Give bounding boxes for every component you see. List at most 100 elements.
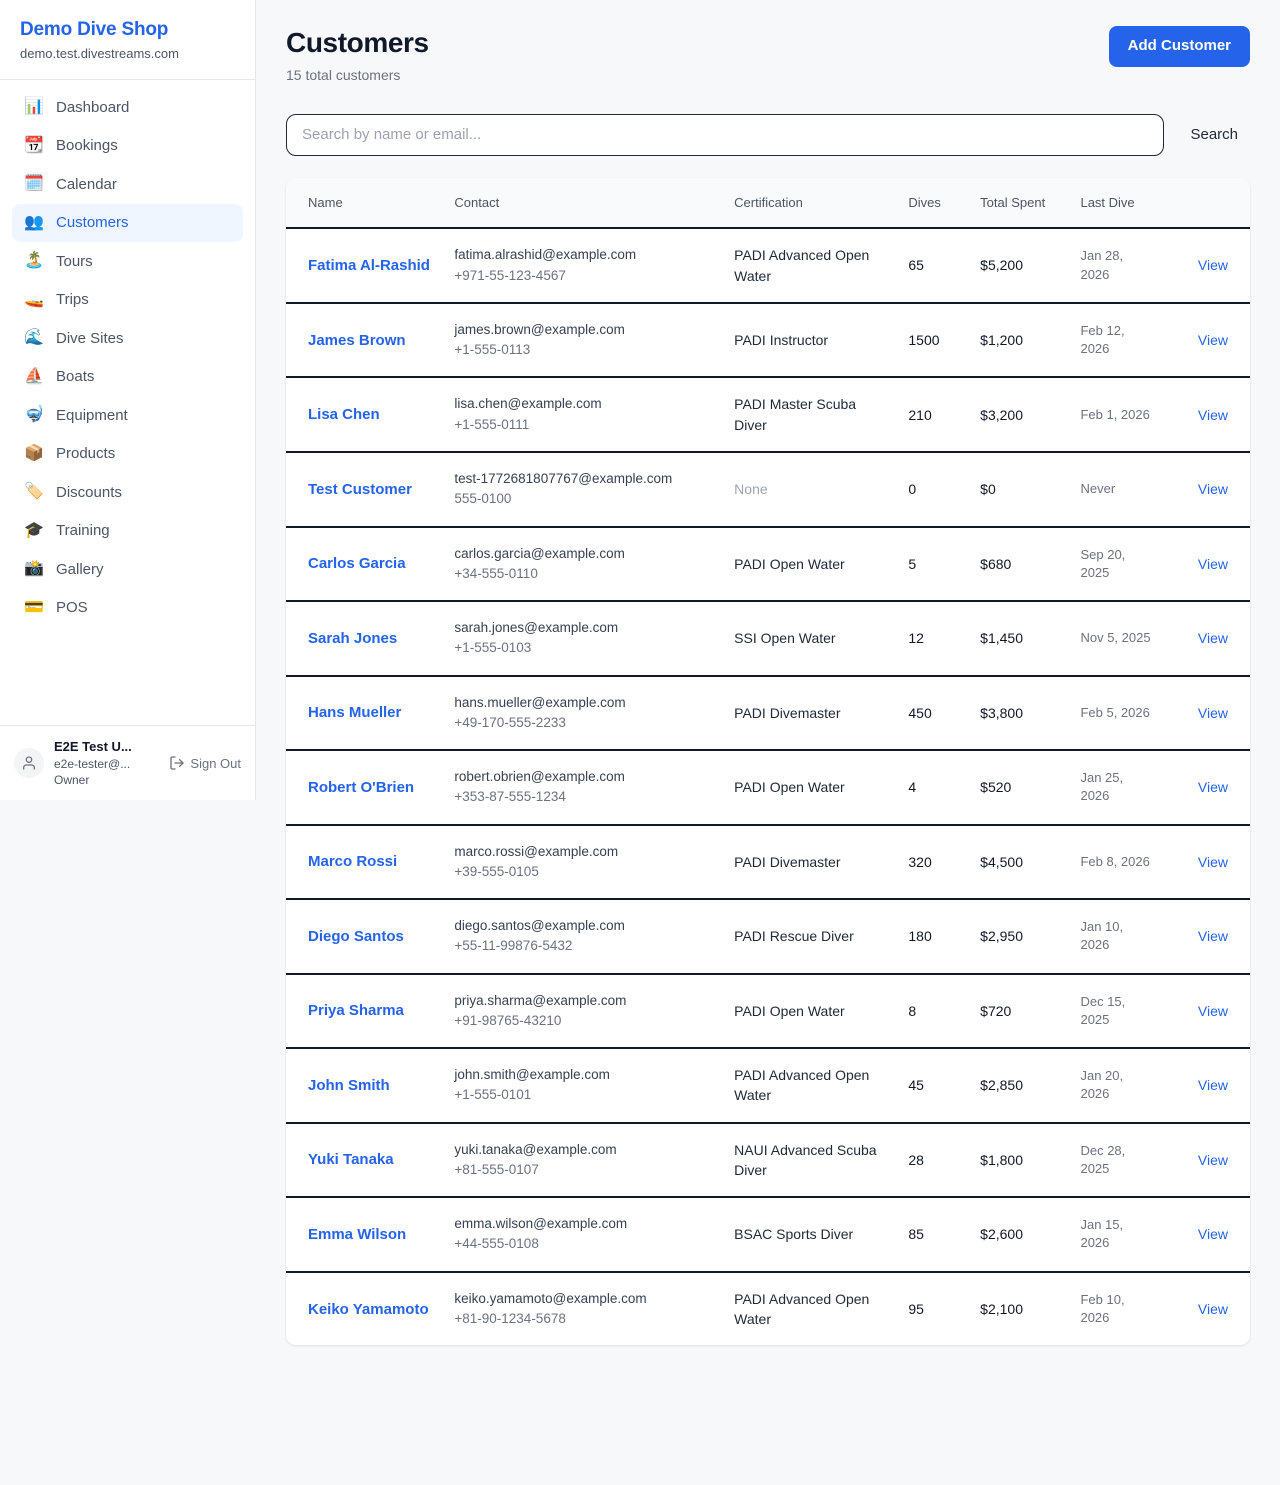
cell-dives: 28 bbox=[898, 1122, 971, 1199]
sidebar-item-customers[interactable]: 👥 Customers bbox=[12, 204, 243, 242]
search-row: Search bbox=[286, 113, 1250, 156]
sidebar-item-pos[interactable]: 💳 POS bbox=[12, 589, 243, 627]
cell-total-spent: $680 bbox=[970, 526, 1071, 603]
customer-name-link[interactable]: Marco Rossi bbox=[308, 853, 398, 871]
sidebar-item-dive-sites[interactable]: 🌊 Dive Sites bbox=[12, 320, 243, 358]
table-body: Fatima Al-Rashid fatima.alrashid@example.… bbox=[286, 228, 1250, 1345]
sidebar-item-label: Discounts bbox=[56, 483, 122, 501]
cell-certification: None bbox=[724, 452, 899, 528]
table-row: Yuki Tanaka yuki.tanaka@example.com +81-55… bbox=[286, 1122, 1250, 1199]
diving-mask-icon: 🤿 bbox=[24, 406, 44, 424]
view-link[interactable]: View bbox=[1197, 555, 1228, 572]
sidebar-item-label: Bookings bbox=[56, 137, 118, 155]
cell-actions: View bbox=[1163, 1122, 1250, 1199]
customer-name-link[interactable]: Fatima Al-Rashid bbox=[308, 257, 430, 275]
cell-name: Test Customer bbox=[286, 452, 445, 528]
sidebar-item-label: Customers bbox=[56, 214, 129, 232]
customer-name-link[interactable]: Carlos Garcia bbox=[308, 555, 406, 573]
cell-dives: 4 bbox=[898, 750, 971, 826]
customer-name-link[interactable]: John Smith bbox=[308, 1076, 390, 1094]
cell-total-spent: $520 bbox=[970, 750, 1071, 826]
sailboat-icon: ⛵ bbox=[24, 367, 44, 385]
customer-name-link[interactable]: Priya Sharma bbox=[308, 1002, 404, 1020]
customer-email: marco.rossi@example.com bbox=[454, 843, 619, 859]
customer-name-link[interactable]: Lisa Chen bbox=[308, 406, 380, 424]
cell-last-dive: Dec 28, 2025 bbox=[1070, 1122, 1164, 1199]
table-row: John Smith john.smith@example.com +1-555-0… bbox=[286, 1048, 1250, 1124]
cell-dives: 210 bbox=[898, 377, 971, 454]
customer-name-link[interactable]: Sarah Jones bbox=[308, 629, 398, 647]
sidebar-item-trips[interactable]: 🚤 Trips bbox=[12, 281, 243, 319]
sidebar-item-products[interactable]: 📦 Products bbox=[12, 435, 243, 473]
cell-last-dive: Jan 20, 2026 bbox=[1070, 1048, 1164, 1124]
column-header-dives[interactable]: Dives bbox=[898, 177, 971, 230]
customer-name-link[interactable]: Diego Santos bbox=[308, 927, 404, 945]
customer-name-link[interactable]: Emma Wilson bbox=[308, 1225, 407, 1243]
column-header-name[interactable]: Name bbox=[286, 177, 445, 230]
view-link[interactable]: View bbox=[1197, 1077, 1228, 1094]
view-link[interactable]: View bbox=[1197, 1151, 1228, 1168]
search-input[interactable] bbox=[286, 113, 1165, 156]
column-header-contact[interactable]: Contact bbox=[444, 177, 725, 230]
table-row: Keiko Yamamoto keiko.yamamoto@example.com… bbox=[286, 1272, 1250, 1346]
view-link[interactable]: View bbox=[1197, 928, 1228, 945]
column-header-certification[interactable]: Certification bbox=[724, 177, 899, 230]
sidebar-item-boats[interactable]: ⛵ Boats bbox=[12, 358, 243, 396]
customer-name-link[interactable]: Keiko Yamamoto bbox=[308, 1300, 429, 1318]
column-header-total-spent[interactable]: Total Spent bbox=[970, 177, 1071, 230]
sign-out-label: Sign Out bbox=[190, 755, 241, 771]
cell-certification: NAUI Advanced Scuba Diver bbox=[724, 1122, 899, 1199]
sidebar-item-training[interactable]: 🎓 Training bbox=[12, 512, 243, 550]
cell-certification: SSI Open Water bbox=[724, 601, 899, 677]
customer-email: emma.wilson@example.com bbox=[454, 1216, 628, 1232]
view-link[interactable]: View bbox=[1197, 630, 1228, 647]
cell-total-spent: $5,200 bbox=[970, 228, 1071, 304]
view-link[interactable]: View bbox=[1197, 257, 1228, 274]
calendar-alt-icon: 🗓️ bbox=[24, 175, 44, 193]
sidebar-nav: 📊 Dashboard 📆 Bookings 🗓️ Calendar 👥 Customers 🏝… bbox=[0, 80, 255, 726]
customer-name-link[interactable]: Yuki Tanaka bbox=[308, 1151, 394, 1169]
table-row: Carlos Garcia carlos.garcia@example.com +3… bbox=[286, 526, 1250, 603]
customer-name-link[interactable]: James Brown bbox=[308, 331, 406, 349]
customer-phone: +1-555-0113 bbox=[454, 342, 531, 358]
view-link[interactable]: View bbox=[1197, 406, 1228, 423]
sidebar-item-equipment[interactable]: 🤿 Equipment bbox=[12, 397, 243, 435]
column-header-last-dive[interactable]: Last Dive bbox=[1070, 177, 1164, 230]
speedboat-icon: 🚤 bbox=[24, 290, 44, 308]
view-link[interactable]: View bbox=[1197, 481, 1228, 498]
cell-last-dive: Feb 10, 2026 bbox=[1080, 1291, 1125, 1325]
cell-total-spent: $3,800 bbox=[970, 675, 1071, 752]
view-link[interactable]: View bbox=[1197, 779, 1228, 796]
customer-name-link[interactable]: Hans Mueller bbox=[308, 704, 402, 722]
cell-actions: View bbox=[1163, 675, 1250, 752]
cell-contact: john.smith@example.com +1-555-0101 bbox=[444, 1048, 725, 1124]
add-customer-button[interactable]: Add Customer bbox=[1108, 26, 1250, 67]
sign-out-button[interactable]: Sign Out bbox=[169, 755, 241, 771]
sidebar-item-dashboard[interactable]: 📊 Dashboard bbox=[12, 89, 243, 127]
view-link[interactable]: View bbox=[1197, 332, 1228, 349]
view-link[interactable]: View bbox=[1197, 1226, 1228, 1243]
table-row: Hans Mueller hans.mueller@example.com +49-… bbox=[286, 675, 1250, 752]
cell-total-spent: $2,600 bbox=[970, 1197, 1071, 1273]
cell-dives: 0 bbox=[898, 452, 971, 528]
view-link[interactable]: View bbox=[1197, 1002, 1228, 1019]
customer-phone: +81-90-1234-5678 bbox=[454, 1311, 566, 1326]
view-link[interactable]: View bbox=[1197, 704, 1228, 721]
sidebar-item-gallery[interactable]: 📸 Gallery bbox=[12, 551, 243, 589]
cell-total-spent: $0 bbox=[970, 452, 1071, 528]
sidebar-item-tours[interactable]: 🏝️ Tours bbox=[12, 243, 243, 281]
cell-certification: PADI Open Water bbox=[724, 526, 899, 603]
customer-name-link[interactable]: Robert O'Brien bbox=[308, 778, 415, 796]
sidebar-item-discounts[interactable]: 🏷️ Discounts bbox=[12, 474, 243, 512]
sidebar-item-calendar[interactable]: 🗓️ Calendar bbox=[12, 166, 243, 204]
customer-phone: +971-55-123-4567 bbox=[454, 267, 566, 283]
view-link[interactable]: View bbox=[1197, 1300, 1228, 1317]
sidebar-item-label: Equipment bbox=[56, 406, 128, 424]
view-link[interactable]: View bbox=[1197, 853, 1228, 870]
customer-name-link[interactable]: Test Customer bbox=[308, 480, 412, 498]
cell-dives: 8 bbox=[898, 973, 971, 1050]
sidebar-item-bookings[interactable]: 📆 Bookings bbox=[12, 127, 243, 165]
cell-dives: 450 bbox=[898, 675, 971, 752]
search-button[interactable]: Search bbox=[1178, 116, 1250, 153]
page-title: Customers bbox=[286, 27, 429, 58]
